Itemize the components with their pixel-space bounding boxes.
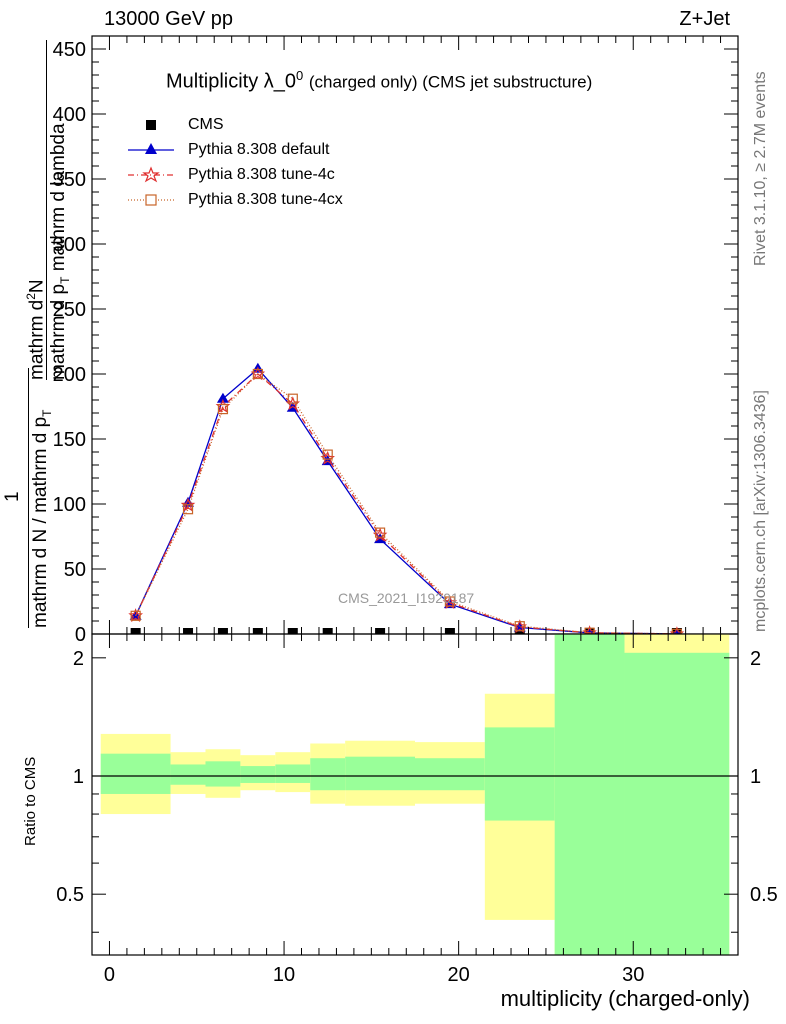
header-energy: 13000 GeV pp <box>104 8 233 30</box>
main-ylabel-den-text: mathrm d N / mathrm d p <box>30 416 51 628</box>
ratio-ytick-label: 0.5 <box>56 884 84 906</box>
cms-point <box>444 628 455 634</box>
main-ylabel-num-text: mathrm d <box>26 299 48 380</box>
cms-point <box>217 628 228 634</box>
main-ytick-label: 400 <box>53 104 86 126</box>
plot-title: Multiplicity λ_00 (charged only) (CMS je… <box>166 68 592 94</box>
series-point <box>217 404 229 415</box>
plot-title-main: Multiplicity λ_0 <box>166 70 297 93</box>
ratio-band-green <box>240 766 276 783</box>
ratio-ytick-label-right: 1 <box>750 766 761 788</box>
ratio-frame <box>91 633 739 956</box>
ratio-xtick-label: 10 <box>273 964 295 986</box>
ratio-band-green <box>484 727 555 821</box>
series-point <box>374 527 386 538</box>
cms-point <box>322 628 333 634</box>
main-ytick-label: 0 <box>75 624 86 646</box>
ratio-ytick-label-right: 2 <box>750 648 761 670</box>
series-point <box>180 497 196 512</box>
ratio-band-green <box>205 761 241 787</box>
ratio-ylabel: Ratio to CMS <box>22 756 39 846</box>
ratio-band-green <box>554 634 625 955</box>
legend-label-tune4c: Pythia 8.308 tune-4c <box>188 166 335 183</box>
series-point <box>287 393 298 404</box>
main-ytick-label: 300 <box>53 234 86 256</box>
main-ylabel-num: mathrm d2N <box>24 279 48 380</box>
ratio-ytick-label-right: 0.5 <box>750 884 778 906</box>
legend-label-default: Pythia 8.308 default <box>188 141 330 158</box>
cms-point <box>130 628 141 634</box>
main-ylabel-den-sub: T <box>39 409 54 417</box>
series-point <box>322 449 333 460</box>
series-point <box>216 392 229 403</box>
ratio-band-green <box>275 764 311 783</box>
main-ytick-label: 100 <box>53 494 86 516</box>
header-process: Z+Jet <box>679 8 730 30</box>
ratio-ytick-label: 2 <box>73 648 84 670</box>
analysis-watermark: CMS_2021_I1920187 <box>338 590 475 606</box>
ratio-band-green <box>100 753 171 794</box>
series-line <box>135 373 677 635</box>
star-icon <box>128 166 174 183</box>
ratio-xtick-label: 0 <box>104 964 115 986</box>
ratio-xlabel: multiplicity (charged-only) <box>500 986 750 1011</box>
cms-point <box>252 628 263 634</box>
main-ylabel-den: mathrm d N / mathrm d pT <box>30 409 54 628</box>
main-ylabel-inner: mathrm d2N mathrm d pT mathrm d lambda <box>22 30 76 380</box>
mcplots-label: mcplots.cern.ch [arXiv:1306.3436] <box>752 390 769 632</box>
ratio-band-green <box>415 758 485 791</box>
legend-label-tune4cx: Pythia 8.308 tune-4cx <box>188 191 343 208</box>
ratio-band-green <box>170 764 206 785</box>
main-ytick-label: 450 <box>53 39 86 61</box>
cms-point <box>375 628 386 634</box>
main-ylabel-num-sup: 2 <box>24 293 38 300</box>
plot-title-tail: (charged only) (CMS jet substructure) <box>308 72 593 92</box>
main-ytick-label: 200 <box>53 364 86 386</box>
cms-point <box>287 628 298 634</box>
ratio-band-green <box>310 758 346 791</box>
ratio-ytick-label: 1 <box>73 766 84 788</box>
series-point <box>182 504 194 515</box>
main-ytick-label: 250 <box>53 299 86 321</box>
series-point <box>514 621 525 632</box>
ratio-band-green <box>624 652 730 955</box>
main-ylabel-outer-bar <box>28 368 29 628</box>
cms-point <box>183 628 194 634</box>
series-point <box>130 610 141 621</box>
main-ylabel-den2-text: mathrm d p <box>48 283 69 380</box>
open-square-icon <box>128 194 174 206</box>
ratio-xtick-label: 20 <box>448 964 470 986</box>
main-ylabel-den2-sub: T <box>57 276 72 284</box>
square-icon <box>126 112 176 137</box>
main-ytick-label: 50 <box>64 559 86 581</box>
main-ylabel-one: 1 <box>2 491 23 502</box>
main-ylabel-num-tail: N <box>26 279 48 294</box>
rivet-label: Rivet 3.1.10, ≥ 2.7M events <box>752 71 769 266</box>
ratio-xtick-label: 30 <box>622 964 644 986</box>
legend-label-cms: CMS <box>188 116 224 133</box>
main-ylabel-den2: mathrm d pT mathrm d lambda <box>48 123 72 380</box>
main-ytick-label: 150 <box>53 429 86 451</box>
plot-title-sup: 0 <box>296 68 304 83</box>
triangle-icon <box>128 143 174 154</box>
series-point <box>444 596 456 607</box>
main-ylabel-inner-bar <box>46 40 47 380</box>
main-ylabel-den2-tail: mathrm d lambda <box>48 123 69 272</box>
ratio-band-green <box>345 756 415 791</box>
series-point <box>252 368 263 380</box>
main-ytick-label: 350 <box>53 169 86 191</box>
